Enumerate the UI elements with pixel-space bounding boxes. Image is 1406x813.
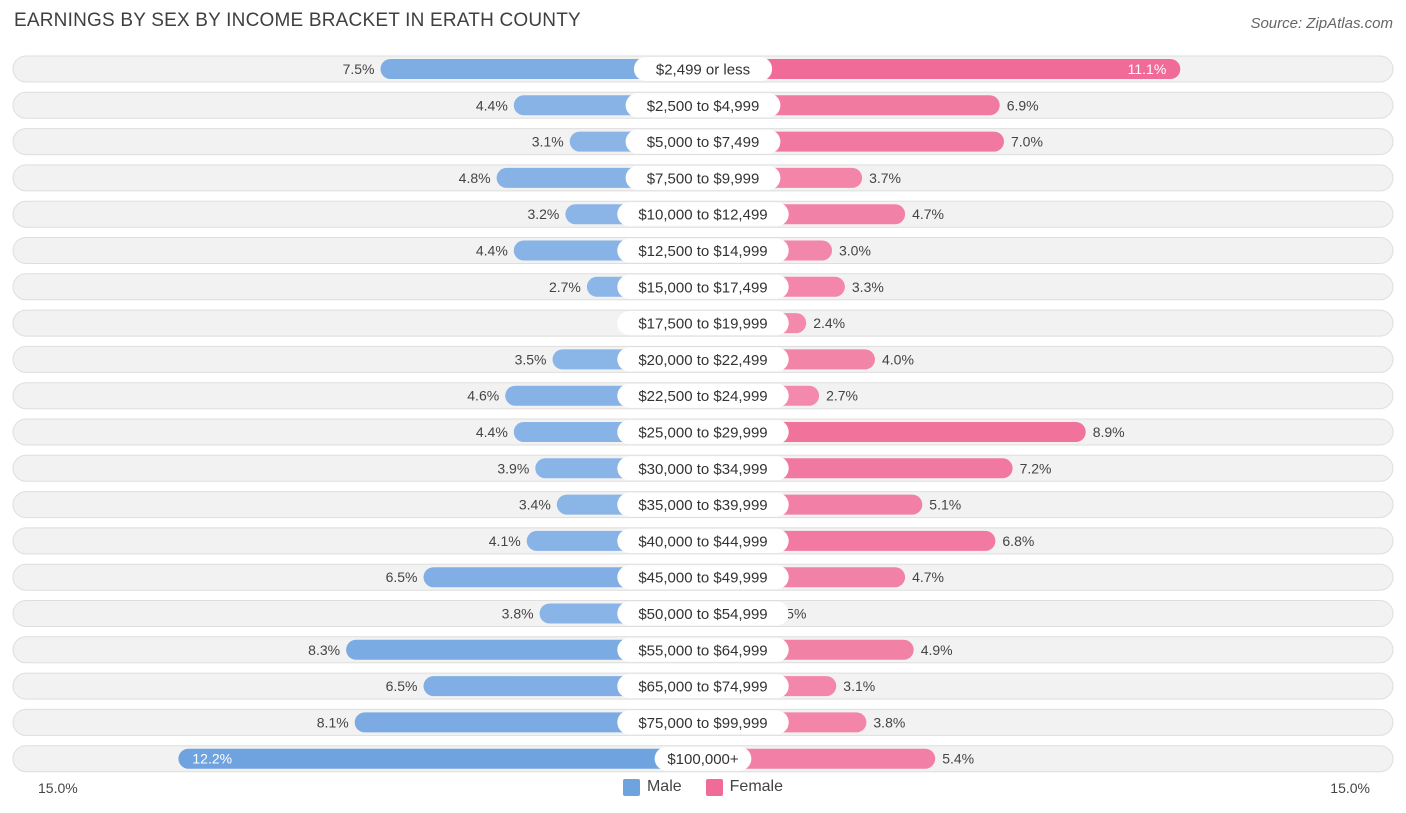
bar-female <box>703 59 1181 79</box>
legend-item-female: Female <box>705 778 784 796</box>
bar-male <box>346 639 703 660</box>
category-label: $45,000 to $49,999 <box>638 570 767 587</box>
category-label: $10,000 to $12,499 <box>638 207 767 224</box>
value-label-male: 3.9% <box>497 460 529 476</box>
value-label-male: 4.4% <box>476 97 508 113</box>
value-label-female: 2.7% <box>826 388 858 404</box>
category-label: $100,000+ <box>667 751 739 768</box>
category-pill <box>617 456 789 481</box>
value-label-female: 4.0% <box>882 351 914 367</box>
category-label: $30,000 to $34,999 <box>638 461 767 478</box>
category-pill <box>617 674 789 699</box>
category-pill <box>617 420 789 444</box>
category-label: $17,500 to $19,999 <box>638 316 767 333</box>
value-label-male: 12.2% <box>192 751 232 767</box>
category-pill <box>617 274 789 299</box>
value-label-female: 3.1% <box>843 678 875 694</box>
value-label-male: 8.3% <box>308 642 340 658</box>
source-label: Source: ZipAtlas.com <box>1250 15 1393 32</box>
value-label-male: 3.2% <box>527 206 559 222</box>
category-pill <box>617 637 789 662</box>
category-label: $20,000 to $22,499 <box>638 352 767 369</box>
category-pill <box>625 165 781 190</box>
category-label: $5,000 to $7,499 <box>647 134 760 151</box>
category-pill <box>617 492 789 517</box>
category-label: $55,000 to $64,999 <box>638 642 767 659</box>
chart-title: EARNINGS BY SEX BY INCOME BRACKET IN ERA… <box>14 10 581 31</box>
category-label: $35,000 to $39,999 <box>638 497 767 514</box>
category-pill <box>633 57 773 81</box>
bar-male <box>178 748 703 769</box>
value-label-female: 3.8% <box>873 714 905 730</box>
category-pill <box>617 710 789 735</box>
value-label-female: 7.0% <box>1011 134 1043 150</box>
value-label-male: 3.8% <box>502 606 534 622</box>
category-pill <box>625 129 781 154</box>
category-label: $40,000 to $44,999 <box>638 533 767 550</box>
legend-label-female: Female <box>729 778 784 795</box>
value-label-male: 4.4% <box>476 424 508 440</box>
bar-male <box>380 59 703 79</box>
category-label: $22,500 to $24,999 <box>638 388 767 405</box>
value-label-male: 4.4% <box>476 243 508 259</box>
value-label-female: 6.9% <box>1007 97 1039 113</box>
category-label: $75,000 to $99,999 <box>638 715 767 732</box>
value-label-female: 5.4% <box>942 751 974 767</box>
value-label-male: 7.5% <box>343 61 375 77</box>
value-label-male: 4.6% <box>467 388 499 404</box>
legend-label-male: Male <box>646 778 682 795</box>
category-pill <box>617 528 789 553</box>
value-label-female: 4.7% <box>912 206 944 222</box>
value-label-female: 7.2% <box>1020 460 1052 476</box>
category-label: $15,000 to $17,499 <box>638 279 767 296</box>
bar-male <box>354 712 703 733</box>
category-pill <box>617 238 789 263</box>
axis-left-label: 15.0% <box>38 780 78 796</box>
value-label-female: 3.7% <box>869 170 901 186</box>
value-label-male: 6.5% <box>386 569 418 585</box>
value-label-male: 2.7% <box>549 279 581 295</box>
category-pill <box>617 347 789 372</box>
axis-right-label: 15.0% <box>1330 780 1370 796</box>
value-label-male: 8.1% <box>317 714 349 730</box>
value-label-male: 4.1% <box>489 533 521 549</box>
category-pill <box>617 311 789 336</box>
category-label: $2,499 or less <box>656 62 750 79</box>
category-label: $50,000 to $54,999 <box>638 606 767 623</box>
value-label-male: 6.5% <box>386 678 418 694</box>
value-label-female: 2.4% <box>813 315 845 331</box>
category-label: $25,000 to $29,999 <box>638 425 767 442</box>
value-label-male: 3.1% <box>532 134 564 150</box>
bar-female <box>703 748 936 769</box>
value-label-female: 5.1% <box>929 497 961 513</box>
value-label-female: 3.3% <box>852 279 884 295</box>
value-label-female: 8.9% <box>1093 424 1125 440</box>
bar-female <box>703 422 1086 442</box>
value-label-female: 11.1% <box>1128 61 1167 77</box>
category-pill <box>625 93 781 118</box>
value-label-male: 3.5% <box>515 351 547 367</box>
category-label: $7,500 to $9,999 <box>647 170 760 187</box>
category-pill <box>617 601 789 626</box>
legend-item-male: Male <box>622 778 682 796</box>
value-label-female: 4.9% <box>921 642 953 658</box>
value-label-male: 3.4% <box>519 497 551 513</box>
legend-swatch-female <box>705 778 723 796</box>
value-label-female: 3.0% <box>839 243 871 259</box>
category-label: $12,500 to $14,999 <box>638 243 767 260</box>
value-label-female: 6.8% <box>1002 533 1034 549</box>
category-pill <box>617 565 789 590</box>
category-label: $65,000 to $74,999 <box>638 679 767 696</box>
value-label-female: 4.7% <box>912 569 944 585</box>
legend: Male Female <box>0 778 1406 796</box>
legend-swatch-male <box>622 778 640 796</box>
category-pill <box>654 746 752 771</box>
category-pill <box>617 383 789 408</box>
value-label-male: 4.8% <box>459 170 491 186</box>
category-label: $2,500 to $4,999 <box>647 98 760 115</box>
category-pill <box>617 202 789 227</box>
